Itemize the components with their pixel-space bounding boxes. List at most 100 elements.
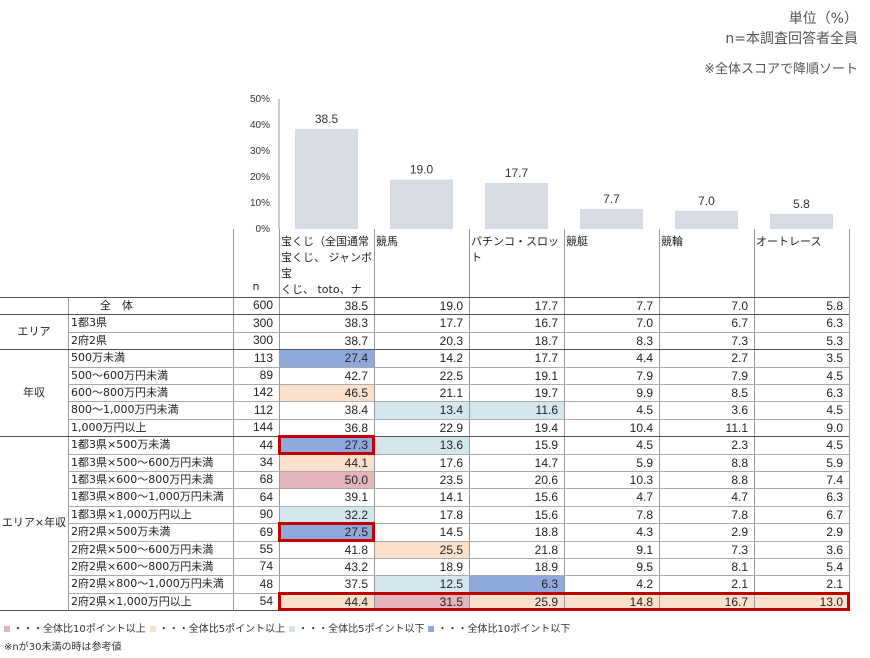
value-cell: 17.6 (439, 456, 463, 470)
value-cell: 3.5 (826, 351, 843, 365)
bar (770, 213, 833, 229)
n-value: 89 (259, 368, 273, 382)
value-cell: 9.0 (826, 421, 843, 435)
n-value: 600 (252, 298, 273, 312)
n-value: 142 (252, 385, 273, 399)
value-cell: 2.9 (731, 525, 748, 539)
value-cell: 4.7 (636, 490, 653, 504)
legend-item: ・・・全体比5ポイント以上 (149, 624, 286, 635)
n-value: 113 (253, 351, 273, 365)
value-cell: 31.5 (375, 594, 469, 610)
legend-label: ・・・全体比10ポイント以下 (437, 624, 571, 635)
value-cell: 13.0 (755, 594, 849, 610)
value-cell: 50.0 (280, 472, 374, 488)
value-cell: 14.2 (439, 351, 463, 365)
value-cell: 10.3 (629, 473, 653, 487)
value-cell: 17.8 (439, 508, 463, 522)
n-value: 112 (253, 403, 273, 417)
column-header: 競馬 (376, 234, 467, 296)
n-value: 48 (259, 577, 273, 591)
row-label: 2府2県 (71, 334, 107, 347)
column-header-line: 競艇 (566, 235, 588, 248)
value-cell: 10.4 (629, 421, 653, 435)
value-cell: 38.5 (344, 299, 368, 313)
value-cell: 8.8 (731, 456, 748, 470)
value-cell: 4.7 (731, 490, 748, 504)
value-cell: 7.8 (731, 508, 748, 522)
group-label: エリア (17, 325, 51, 338)
grid-line (68, 367, 849, 368)
n-value: 64 (259, 490, 273, 504)
value-cell: 12.5 (375, 576, 469, 593)
value-cell: 18.8 (534, 525, 558, 539)
value-cell: 8.3 (636, 334, 653, 348)
column-header-line: 競輪 (661, 235, 683, 248)
value-cell: 22.9 (439, 421, 463, 435)
n-value: 74 (259, 559, 273, 573)
y-tick-label: 50% (250, 94, 270, 105)
legend: ・・・全体比10ポイント以上 ・・・全体比5ポイント以上 ・・・全体比5ポイント以下… (4, 620, 574, 635)
value-cell: 13.4 (375, 402, 469, 419)
value-cell: 4.3 (636, 525, 653, 539)
value-cell: 7.0 (636, 316, 653, 330)
value-cell: 9.5 (636, 560, 653, 574)
sort-note: ※全体スコアで降順ソート (704, 62, 858, 77)
n-value: 54 (259, 594, 273, 608)
grid-line (68, 401, 849, 402)
value-cell: 7.7 (636, 299, 653, 313)
grid-line (68, 541, 849, 542)
legend-swatch (289, 626, 296, 632)
column-header: オートレース (756, 234, 847, 296)
value-cell: 2.7 (731, 351, 748, 365)
legend-item: ・・・全体比10ポイント以上 (4, 624, 146, 635)
bar-value-label: 7.7 (603, 192, 620, 206)
y-tick-label: 0% (256, 224, 271, 235)
grid-line (68, 488, 849, 489)
n-value: 34 (259, 455, 273, 469)
value-cell: 19.1 (534, 369, 558, 383)
value-cell: 32.2 (280, 507, 374, 523)
value-cell: 5.3 (826, 334, 843, 348)
row-label: 1,000万円以上 (71, 421, 147, 434)
value-cell: 14.7 (534, 456, 558, 470)
value-cell: 6.3 (826, 386, 843, 400)
value-cell: 5.9 (826, 456, 843, 470)
group-label: 年収 (23, 386, 45, 399)
value-cell: 18.7 (534, 334, 558, 348)
value-cell: 15.6 (534, 490, 558, 504)
footnote: ※nが30未満の時は参考値 (4, 642, 122, 653)
value-cell: 6.3 (826, 490, 843, 504)
value-cell: 8.8 (731, 473, 748, 487)
value-cell: 7.4 (826, 473, 843, 487)
value-cell: 6.7 (826, 508, 843, 522)
row-label: 1都3県×600～800万円未満 (71, 473, 214, 486)
grid-line (68, 575, 849, 576)
y-tick-label: 20% (250, 172, 270, 183)
value-cell: 43.2 (344, 560, 368, 574)
value-cell: 7.9 (636, 369, 653, 383)
base-label: n=本調査回答者全員 (725, 31, 858, 47)
value-cell: 16.7 (660, 594, 754, 610)
value-cell: 27.4 (280, 350, 374, 367)
value-cell: 13.6 (375, 437, 469, 454)
value-cell: 5.4 (826, 560, 843, 574)
value-cell: 2.1 (826, 577, 843, 591)
value-cell: 20.3 (439, 334, 463, 348)
value-cell: 7.3 (731, 543, 748, 557)
value-cell: 5.8 (826, 299, 843, 313)
row-label: 2府2県×500～600万円未満 (71, 543, 214, 556)
row-label: 800～1,000万円未満 (71, 403, 179, 416)
n-value: 300 (252, 316, 273, 330)
n-value: 44 (259, 438, 273, 452)
value-cell: 7.9 (731, 369, 748, 383)
value-cell: 2.1 (731, 577, 748, 591)
grid-line (0, 436, 849, 437)
value-cell: 15.6 (534, 508, 558, 522)
legend-swatch (428, 626, 435, 632)
legend-label: ・・・全体比5ポイント以上 (158, 624, 286, 635)
column-header-line: 宝くじ（全国通常 (281, 235, 369, 248)
value-cell: 21.8 (534, 543, 558, 557)
legend-item: ・・・全体比5ポイント以下 (289, 624, 424, 635)
value-cell: 2.9 (826, 525, 843, 539)
